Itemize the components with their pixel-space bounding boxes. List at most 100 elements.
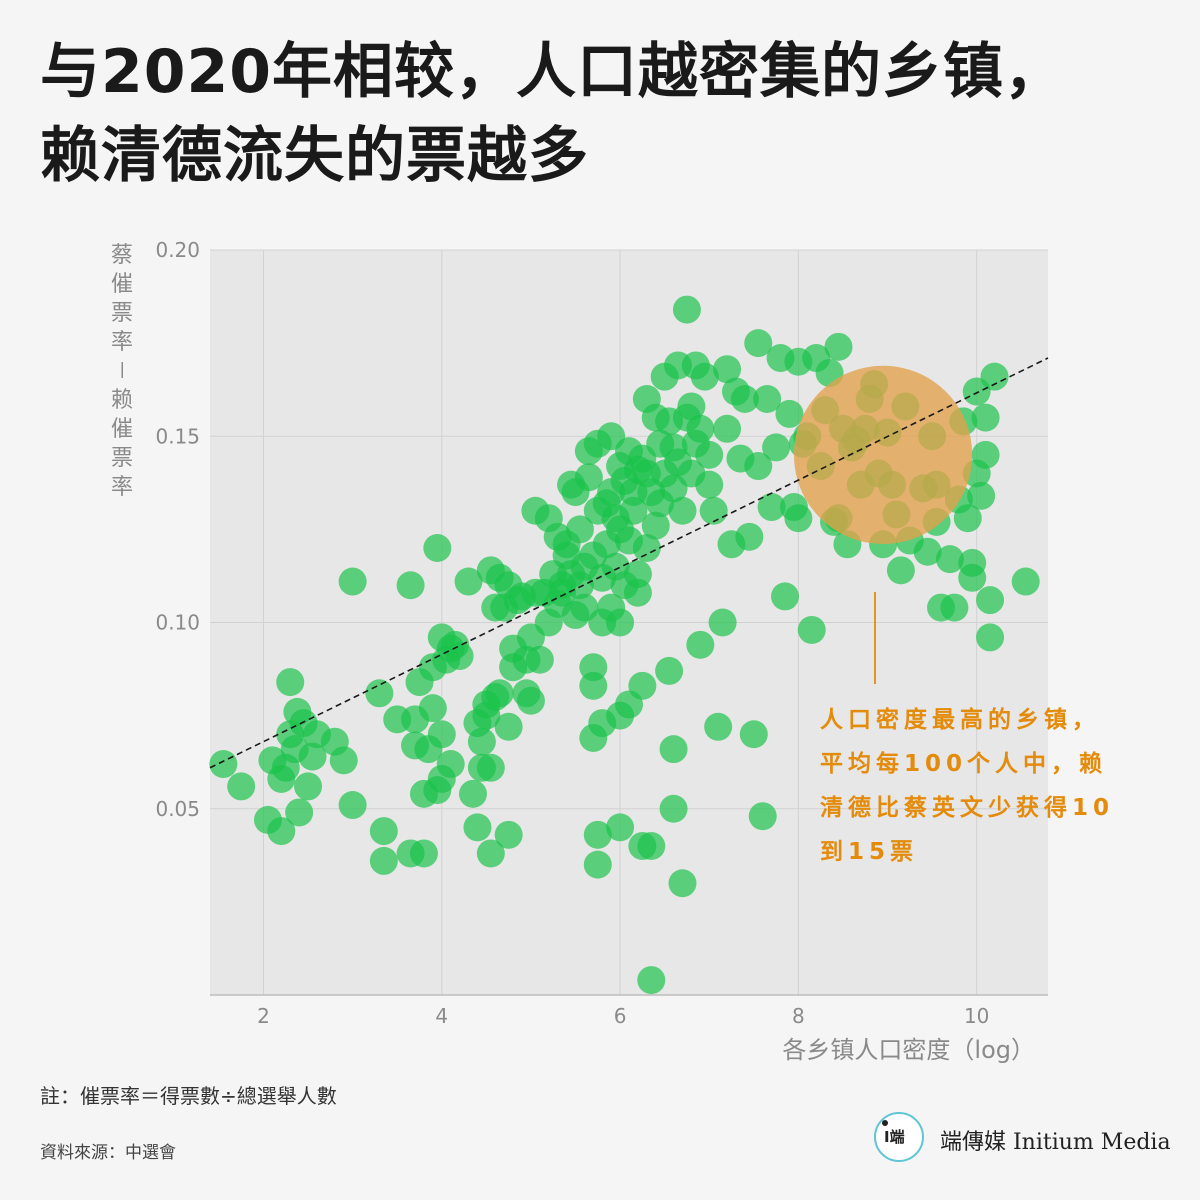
data-point: [606, 608, 635, 637]
data-point: [338, 567, 367, 596]
data-point: [699, 496, 728, 525]
data-point: [418, 694, 447, 723]
data-point: [409, 839, 438, 868]
y-tick-label: 0.05: [155, 797, 200, 821]
data-point: [365, 679, 394, 708]
data-point: [525, 645, 554, 674]
data-point: [690, 362, 719, 391]
logo-glyph: I端: [884, 1128, 905, 1146]
data-point: [940, 593, 969, 622]
data-point: [227, 772, 256, 801]
data-point: [971, 403, 1000, 432]
data-point: [485, 679, 514, 708]
data-point: [583, 820, 612, 849]
data-point: [748, 802, 777, 831]
data-source: 資料來源：中選會: [40, 1143, 176, 1163]
data-point: [762, 433, 791, 462]
y-tick-label: 0.10: [155, 611, 200, 635]
data-point: [913, 537, 942, 566]
data-point: [396, 571, 425, 600]
data-point: [659, 735, 688, 764]
brand-name: 端傳媒 Initium Media: [940, 1130, 1171, 1155]
highlight-circle: [793, 365, 973, 545]
x-tick-label: 6: [614, 1004, 627, 1028]
data-point: [338, 791, 367, 820]
data-point: [445, 642, 474, 671]
data-point: [739, 720, 768, 749]
data-point: [967, 481, 996, 510]
data-point: [423, 534, 452, 562]
data-point: [516, 686, 545, 715]
data-point: [935, 545, 964, 574]
data-point: [753, 385, 782, 413]
data-point: [784, 504, 813, 533]
data-point: [298, 742, 327, 771]
data-point: [757, 493, 786, 522]
x-axis-label: 各乡镇人口密度（log）: [782, 1036, 1035, 1064]
data-point: [677, 392, 706, 421]
data-point: [579, 671, 608, 700]
x-tick-label: 4: [435, 1004, 448, 1028]
data-point: [467, 727, 496, 756]
data-point: [476, 753, 505, 782]
data-point: [369, 817, 398, 846]
data-point: [632, 534, 661, 562]
data-point: [771, 582, 800, 611]
x-tick-label: 10: [964, 1004, 989, 1028]
data-point: [695, 470, 724, 499]
data-point: [427, 720, 456, 749]
data-point: [369, 846, 398, 875]
data-point: [285, 798, 314, 827]
data-point: [744, 329, 773, 358]
data-point: [463, 813, 492, 842]
data-point: [824, 332, 853, 361]
data-point: [971, 440, 1000, 469]
y-tick-label: 0.20: [155, 238, 200, 262]
data-point: [267, 817, 296, 846]
svg-text:率: 率: [111, 475, 133, 500]
svg-text:票: 票: [111, 301, 133, 326]
x-tick-label: 2: [257, 1004, 270, 1028]
data-point: [704, 712, 733, 741]
data-point: [672, 295, 701, 324]
data-points: [209, 295, 1040, 995]
logo-circle-icon: I端: [874, 1112, 924, 1162]
svg-text:－: －: [108, 359, 133, 381]
data-point: [583, 850, 612, 879]
title-line-2: 赖清德流失的票越多: [40, 121, 589, 191]
data-point: [329, 746, 358, 775]
title-line-1: 与2020年相较，人口越密集的乡镇，: [40, 37, 1065, 107]
data-point: [686, 630, 715, 659]
data-point: [730, 385, 759, 413]
data-point: [565, 515, 594, 544]
data-point: [668, 496, 697, 525]
data-point: [294, 772, 323, 801]
data-point: [744, 452, 773, 481]
x-axis-ticks: 2 4 6 8 10: [257, 1004, 989, 1028]
data-point: [458, 779, 487, 808]
data-point: [713, 355, 742, 384]
data-point: [619, 496, 648, 525]
data-point: [276, 668, 305, 697]
data-point: [494, 820, 523, 849]
data-point: [976, 586, 1005, 615]
y-axis-ticks: 0.05 0.10 0.15 0.20: [155, 238, 200, 821]
data-point: [686, 414, 715, 443]
data-point: [980, 362, 1009, 391]
data-point: [454, 567, 483, 596]
data-point: [606, 813, 635, 842]
data-point: [637, 832, 666, 860]
footnote: 註：催票率＝得票數÷總選舉人數: [40, 1084, 337, 1108]
brand-logo[interactable]: I端 端傳媒 Initium Media: [874, 1112, 1174, 1172]
data-point: [708, 608, 737, 637]
data-point: [659, 794, 688, 823]
data-point: [976, 623, 1005, 652]
data-point: [476, 839, 505, 868]
svg-text:蔡: 蔡: [111, 243, 133, 268]
data-point: [494, 712, 523, 741]
x-tick-label: 8: [792, 1004, 805, 1028]
data-point: [628, 671, 657, 700]
data-point: [209, 750, 238, 779]
data-point: [655, 656, 684, 685]
